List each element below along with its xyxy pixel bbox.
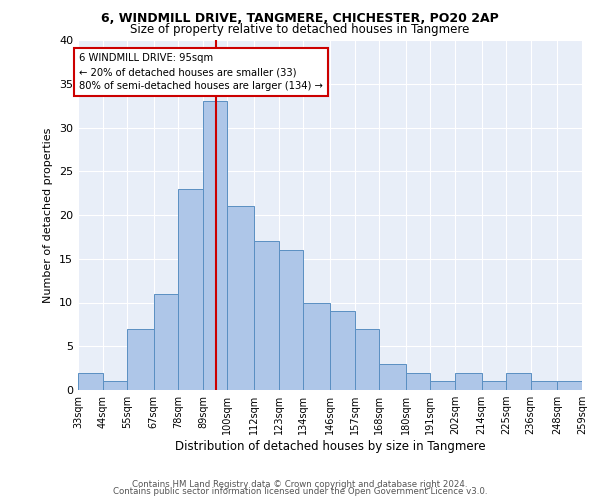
Bar (330, 311, 355, 390)
Bar (430, 381, 455, 390)
Bar (455, 372, 482, 390)
Bar (78, 372, 103, 390)
Bar (379, 364, 406, 390)
Bar (127, 329, 154, 390)
Text: Size of property relative to detached houses in Tangmere: Size of property relative to detached ho… (130, 22, 470, 36)
Bar (203, 101, 227, 390)
Text: 6, WINDMILL DRIVE, TANGMERE, CHICHESTER, PO20 2AP: 6, WINDMILL DRIVE, TANGMERE, CHICHESTER,… (101, 12, 499, 24)
Bar (557, 381, 582, 390)
Bar (178, 188, 203, 390)
X-axis label: Distribution of detached houses by size in Tangmere: Distribution of detached houses by size … (175, 440, 485, 453)
Bar (355, 329, 379, 390)
Bar (506, 372, 531, 390)
Bar (482, 381, 506, 390)
Bar (279, 250, 303, 390)
Text: Contains public sector information licensed under the Open Government Licence v3: Contains public sector information licen… (113, 487, 487, 496)
Text: 6 WINDMILL DRIVE: 95sqm
← 20% of detached houses are smaller (33)
80% of semi-de: 6 WINDMILL DRIVE: 95sqm ← 20% of detache… (79, 53, 323, 91)
Text: Contains HM Land Registry data © Crown copyright and database right 2024.: Contains HM Land Registry data © Crown c… (132, 480, 468, 489)
Y-axis label: Number of detached properties: Number of detached properties (43, 128, 53, 302)
Bar (531, 381, 557, 390)
Bar (227, 206, 254, 390)
Bar (406, 372, 430, 390)
Bar (154, 294, 178, 390)
Bar (103, 381, 127, 390)
Bar (303, 302, 330, 390)
Bar (254, 242, 279, 390)
